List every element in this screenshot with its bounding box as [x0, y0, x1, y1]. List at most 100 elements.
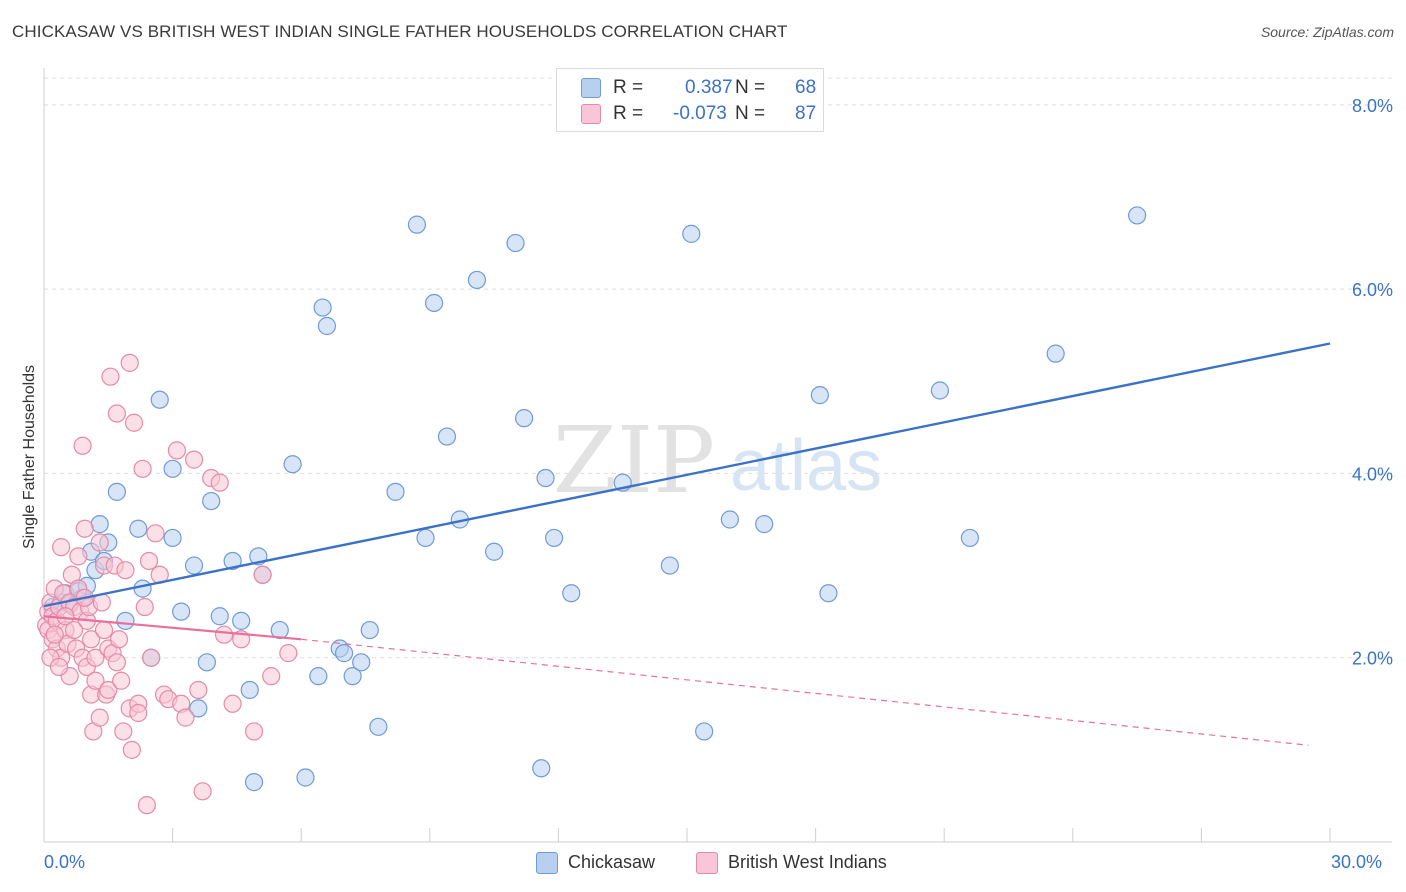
chickasaw-point [240, 680, 259, 700]
chickasaw-point [810, 386, 829, 405]
british-west-indians-point [176, 708, 195, 727]
chickasaw-point [343, 667, 362, 686]
british-west-indians-point [109, 630, 129, 649]
british-west-indians-point [184, 450, 204, 469]
british-west-indians-point [244, 722, 264, 741]
chickasaw-point [360, 620, 379, 640]
chickasaw-point [244, 773, 264, 792]
british-west-indians-point [139, 551, 159, 571]
chickasaw-point [536, 468, 555, 488]
chart-title: CHICKASAW VS BRITISH WEST INDIAN SINGLE … [12, 22, 788, 41]
british-west-indians-point [210, 473, 229, 492]
chickasaw-point [424, 293, 444, 313]
legend-n-label: N = [735, 103, 766, 124]
british-west-indians-point [262, 667, 281, 686]
legend-swatch-pink [696, 852, 718, 874]
y-tick-label: 6.0% [1352, 280, 1393, 300]
y-tick-label: 2.0% [1352, 649, 1393, 669]
x-tick-label-max: 30.0% [1331, 852, 1383, 872]
chickasaw-point [202, 491, 221, 511]
british-west-indians-point [107, 404, 126, 423]
chickasaw-point [107, 482, 126, 501]
chickasaw-point [485, 542, 504, 561]
british-west-indians-point [86, 671, 105, 690]
chickasaw-point [133, 579, 152, 598]
y-tick-labels: 2.0% 4.0% 6.0% 8.0% [1352, 96, 1393, 669]
british-west-indians-trend-extension [301, 638, 1309, 746]
chickasaw-point [960, 528, 980, 548]
chickasaw-point [1127, 206, 1147, 225]
british-west-indians-point [45, 625, 64, 644]
chickasaw-point [309, 667, 328, 686]
chickasaw-trend-line [43, 342, 1331, 608]
x-tick-label-min: 0.0% [44, 852, 86, 872]
chickasaw-point [407, 215, 427, 234]
british-west-indians-point [90, 533, 109, 552]
y-tick-label: 8.0% [1352, 96, 1393, 116]
british-west-indians-point [137, 796, 156, 815]
british-west-indians-point [135, 597, 154, 617]
british-west-indians-point [49, 657, 69, 677]
legend-label-british-west-indians: British West Indians [728, 852, 887, 872]
british-west-indians-point [124, 413, 144, 432]
british-west-indians-point [133, 459, 152, 478]
chickasaw-point [545, 528, 564, 548]
british-west-indians-point [86, 648, 105, 667]
grid-lines [44, 77, 1392, 659]
british-west-indians-point [189, 680, 208, 700]
british-west-indians-point [120, 353, 139, 372]
series-british-west-indians [37, 353, 298, 815]
british-west-indians-point [69, 547, 88, 566]
legend-r-label: R = [613, 103, 644, 124]
chickasaw-point [189, 699, 208, 718]
chickasaw-point [116, 611, 135, 630]
british-west-indians-trend-line [43, 615, 302, 641]
chickasaw-point [930, 381, 950, 400]
chickasaw-point [232, 611, 251, 630]
british-west-indians-point [193, 782, 212, 801]
chickasaw-point [352, 653, 371, 672]
trend-lines [43, 342, 1331, 746]
british-west-indians-point [73, 436, 92, 455]
correlation-legend: R = 0.387 N = 68 R = -0.073 N = 87 [556, 68, 824, 132]
chickasaw-point [369, 717, 388, 736]
chickasaw-point [334, 644, 354, 663]
chickasaw-point [184, 556, 204, 575]
british-west-indians-point [64, 620, 84, 640]
legend-n-value: 68 [795, 77, 817, 98]
british-west-indians-point [99, 680, 118, 700]
legend-swatch-pink [581, 104, 601, 124]
british-west-indians-point [142, 648, 161, 667]
chickasaw-point [150, 390, 169, 409]
legend-label-chickasaw: Chickasaw [568, 852, 656, 872]
chickasaw-point [755, 515, 774, 534]
chickasaw-point [270, 620, 289, 640]
chickasaw-point [1046, 344, 1065, 363]
chickasaw-point [283, 455, 302, 474]
british-west-indians-point [253, 565, 272, 584]
axes [43, 68, 1392, 843]
legend-n-label: N = [735, 77, 766, 98]
chickasaw-point [416, 528, 435, 548]
chickasaw-point [467, 270, 487, 290]
chart-source: Source: ZipAtlas.com [1260, 24, 1394, 40]
legend-r-value: -0.073 [673, 103, 727, 124]
british-west-indians-point [94, 620, 114, 640]
chickasaw-point [163, 459, 182, 478]
chickasaw-point [223, 551, 242, 571]
british-west-indians-point [112, 671, 131, 690]
y-tick-label: 4.0% [1352, 464, 1393, 484]
chickasaw-point [317, 316, 337, 336]
british-west-indians-point [116, 561, 135, 580]
series-legend: Chickasaw British West Indians [0, 850, 1406, 878]
chickasaw-point [90, 515, 109, 534]
chickasaw-point [210, 607, 229, 626]
british-west-indians-point [279, 644, 298, 663]
chickasaw-point [532, 759, 551, 778]
british-west-indians-point [101, 367, 120, 386]
chickasaw-point [819, 584, 838, 603]
chickasaw-point [129, 519, 148, 538]
british-west-indians-point [52, 538, 71, 557]
british-west-indians-point [107, 653, 126, 672]
